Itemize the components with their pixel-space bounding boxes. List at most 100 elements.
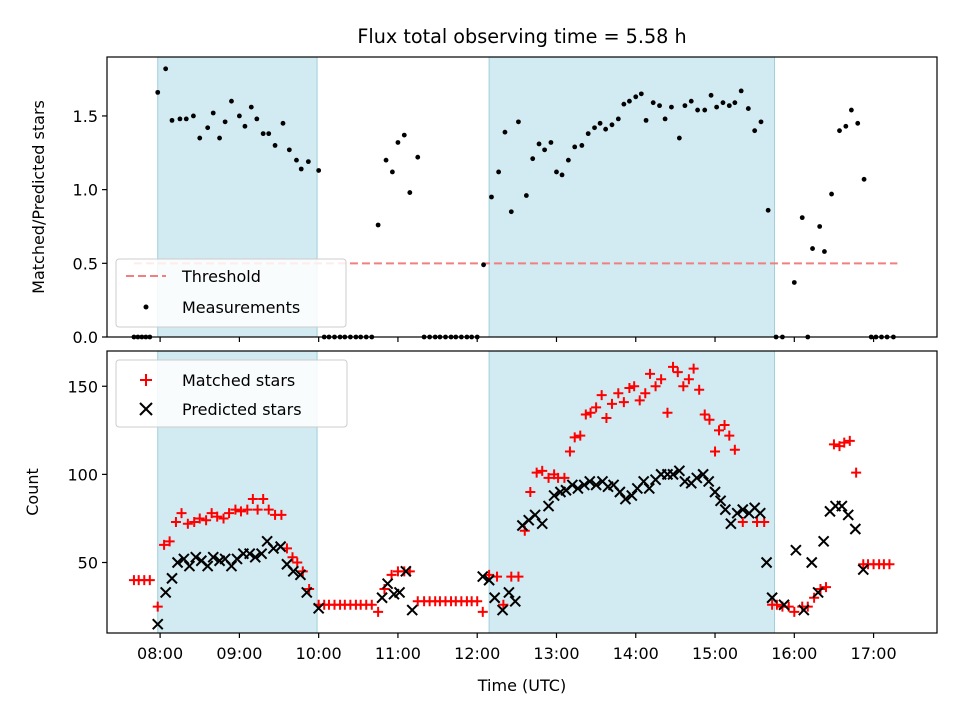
predicted-point <box>578 479 590 491</box>
measurement-point <box>799 215 805 221</box>
predicted-point <box>406 604 418 616</box>
predicted-point <box>477 570 489 583</box>
matched-point <box>713 425 724 436</box>
matched-point <box>737 516 748 527</box>
measurement-point <box>229 98 234 104</box>
measurement-point <box>657 103 662 109</box>
measurements-legend-label: Measurements <box>182 298 300 317</box>
top-y-axis: 0.0 0.5 1.0 1.5 <box>73 107 107 347</box>
threshold-legend-label: Threshold <box>181 267 261 286</box>
predicted-point <box>667 468 679 481</box>
matched-point <box>144 575 155 586</box>
measurement-point <box>222 119 228 125</box>
measurement-point <box>559 172 565 178</box>
measurement-point <box>682 103 688 109</box>
top-legend: Threshold Measurements <box>115 258 347 328</box>
shaded-region-2 <box>488 56 775 338</box>
bottom-x-axis: 08:00 09:00 10:00 11:00 12:00 13:00 14:00 15:00… <box>137 633 897 663</box>
matched-point <box>575 430 586 441</box>
top-y-axis-label: Matched/Predicted stars <box>29 100 48 294</box>
measurement-point <box>676 135 682 141</box>
bottom-legend: Matched stars Predicted stars <box>115 359 348 428</box>
measurement-point <box>765 207 771 213</box>
measurement-point <box>714 104 720 110</box>
measurement-point <box>695 107 700 113</box>
matched-point <box>839 437 850 448</box>
matched-point <box>640 388 651 399</box>
y-tick-label: 50 <box>78 554 98 573</box>
predicted-point <box>679 475 691 488</box>
measurement-point <box>738 88 744 94</box>
top-shaded-regions <box>157 56 775 338</box>
measurement-point <box>163 66 169 72</box>
predicted-point <box>584 475 596 488</box>
matched-point <box>580 409 591 420</box>
predicted-point <box>725 518 737 530</box>
x-tick-label: 11:00 <box>375 644 421 663</box>
measurement-point <box>516 119 521 125</box>
matched-point <box>724 430 735 441</box>
measurement-point <box>530 156 536 162</box>
measurement-point <box>489 194 494 200</box>
predicted-point <box>529 509 541 521</box>
top-legend-box <box>115 258 347 328</box>
top-x-ticks <box>159 337 875 342</box>
measurement-point <box>266 131 272 137</box>
matched-point <box>252 504 263 515</box>
predicted-point <box>393 586 406 599</box>
x-tick-label: 09:00 <box>216 644 262 663</box>
measurement-point <box>496 169 502 175</box>
predicted-point <box>183 560 196 572</box>
predicted-point <box>806 556 818 569</box>
x-tick-label: 15:00 <box>692 644 738 663</box>
predicted-point <box>817 535 830 548</box>
predicted-point <box>381 577 394 590</box>
predicted-point <box>171 556 184 569</box>
predicted-point <box>287 565 300 578</box>
matched-point <box>759 516 770 527</box>
predicted-point <box>400 565 412 578</box>
measurement-point <box>843 123 849 129</box>
predicted-point <box>496 604 509 616</box>
predicted-point <box>166 572 178 585</box>
matched-point <box>634 395 645 406</box>
predicted-point <box>152 618 164 630</box>
measurement-point <box>260 131 266 137</box>
predicted-point <box>483 574 495 586</box>
matched-star-points <box>128 361 895 617</box>
measurement-point <box>272 143 278 148</box>
matched-point <box>201 515 212 526</box>
matched-point <box>152 601 163 612</box>
matched-point <box>531 467 542 478</box>
measurement-point <box>280 120 286 126</box>
predicted-point <box>737 503 749 516</box>
measurement-point <box>316 168 322 173</box>
chart-title: Flux total observing time = 5.58 h <box>357 25 686 48</box>
measurement-point <box>242 123 248 129</box>
matched-point <box>688 363 699 374</box>
matched-point <box>206 508 217 519</box>
measurement-point <box>752 128 758 134</box>
matched-legend-marker <box>140 374 152 386</box>
matched-legend-label: Matched stars <box>182 371 295 390</box>
measurement-point <box>650 100 656 106</box>
matched-point <box>386 569 397 580</box>
y-tick-label: 1.0 <box>73 181 98 200</box>
measurement-point <box>548 140 554 145</box>
predicted-point <box>590 479 602 491</box>
x-tick-label: 12:00 <box>454 644 500 663</box>
matched-point <box>719 420 730 431</box>
measurement-point <box>565 157 571 163</box>
matched-point <box>218 513 229 524</box>
top-axes-frame <box>106 56 938 338</box>
y-tick-label: 0.5 <box>73 254 98 273</box>
matched-point <box>624 383 635 394</box>
predicted-point <box>702 475 715 488</box>
matched-point <box>258 494 269 505</box>
measurement-point <box>523 193 529 198</box>
predicted-point <box>243 547 256 560</box>
measurement-point <box>389 169 395 175</box>
measurement-point <box>298 166 304 172</box>
measurement-point <box>169 117 175 123</box>
matched-point <box>613 388 624 399</box>
